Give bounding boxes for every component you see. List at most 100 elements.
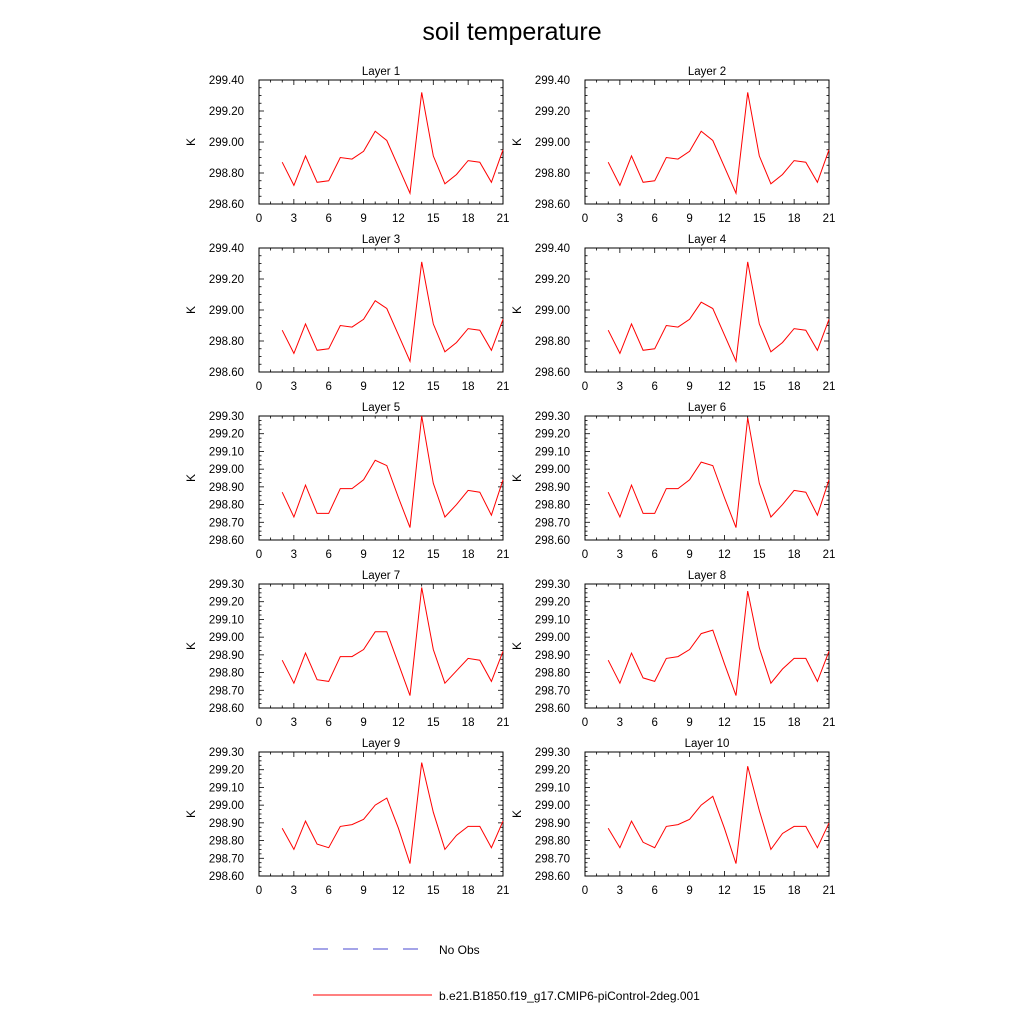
y-tick-label: 299.00 [209, 305, 244, 317]
x-tick-label: 15 [427, 381, 440, 393]
x-tick-label: 0 [582, 549, 588, 561]
series-line-model [607, 766, 830, 864]
y-tick-label: 298.60 [209, 199, 244, 211]
y-tick-label: 298.70 [535, 517, 570, 529]
y-tick-label: 299.10 [209, 782, 244, 794]
y-tick-label: 298.80 [209, 336, 244, 348]
x-tick-label: 9 [686, 549, 692, 561]
y-tick-label: 298.60 [209, 535, 244, 547]
y-tick-label: 298.90 [209, 818, 244, 830]
y-tick-label: 299.20 [535, 106, 570, 118]
y-tick-label: 298.70 [535, 685, 570, 697]
x-tick-label: 21 [823, 213, 836, 225]
panel-layer-5: Layer 5 K 0 3 6 9 12 15 18 21 298.60 298.70 298.80 29… [184, 402, 509, 561]
series-line-model [281, 92, 504, 196]
panel-title: Layer 4 [688, 234, 727, 246]
x-tick-label: 9 [686, 717, 692, 729]
y-tick-label: 299.20 [535, 429, 570, 441]
y-tick-label: 298.80 [535, 336, 570, 348]
x-tick-label: 9 [360, 549, 366, 561]
y-tick-label: 298.60 [535, 535, 570, 547]
panel-layer-2: Layer 2 K 0 3 6 9 12 15 18 21 298.60 298.80 299.00 29… [510, 66, 835, 225]
plot-frame [584, 79, 830, 205]
x-tick-label: 12 [718, 213, 731, 225]
x-tick-label: 3 [617, 381, 623, 393]
panel-layer-8: Layer 8 K 0 3 6 9 12 15 18 21 298.60 298.70 298.80 29… [510, 570, 835, 729]
series-line-model [607, 417, 830, 528]
y-tick-label: 299.00 [209, 800, 244, 812]
y-tick-label: 299.30 [535, 747, 570, 759]
y-axis-label: K [184, 138, 198, 146]
x-tick-label: 3 [617, 885, 623, 897]
y-axis-label: K [510, 810, 524, 818]
x-tick-label: 18 [788, 213, 801, 225]
y-tick-label: 299.00 [535, 464, 570, 476]
y-tick-label: 298.90 [209, 482, 244, 494]
y-axis-label: K [510, 474, 524, 482]
x-tick-label: 18 [462, 885, 475, 897]
y-axis-label: K [184, 474, 198, 482]
x-tick-label: 6 [652, 381, 658, 393]
y-tick-label: 299.20 [209, 765, 244, 777]
y-tick-label: 298.80 [535, 836, 570, 848]
y-axis-label: K [510, 642, 524, 650]
x-tick-label: 6 [326, 549, 332, 561]
x-tick-label: 0 [582, 213, 588, 225]
x-tick-label: 6 [326, 717, 332, 729]
y-tick-label: 299.10 [209, 614, 244, 626]
x-tick-label: 12 [392, 213, 405, 225]
x-tick-label: 18 [462, 717, 475, 729]
x-tick-label: 6 [326, 213, 332, 225]
y-tick-label: 299.10 [535, 446, 570, 458]
series-line-model [281, 762, 504, 864]
panel-layer-1: Layer 1 K 0 3 6 9 12 15 18 21 298.60 298.80 299.00 29… [184, 66, 509, 225]
y-tick-label: 299.00 [535, 305, 570, 317]
x-tick-label: 6 [652, 717, 658, 729]
series-line-model [281, 261, 504, 364]
y-tick-label: 298.60 [535, 871, 570, 883]
x-tick-label: 15 [427, 213, 440, 225]
x-tick-label: 18 [788, 885, 801, 897]
x-tick-label: 18 [462, 381, 475, 393]
chart-title: soil temperature [422, 18, 601, 46]
y-tick-label: 299.00 [209, 632, 244, 644]
y-tick-label: 298.60 [535, 703, 570, 715]
y-tick-label: 299.10 [535, 614, 570, 626]
plot-frame [258, 415, 504, 541]
panel-title: Layer 7 [362, 570, 400, 582]
x-tick-label: 3 [617, 549, 623, 561]
x-tick-label: 3 [617, 717, 623, 729]
x-tick-label: 6 [652, 885, 658, 897]
x-tick-label: 21 [823, 717, 836, 729]
y-axis-label: K [184, 810, 198, 818]
y-tick-label: 299.00 [209, 137, 244, 149]
y-tick-label: 298.60 [535, 199, 570, 211]
x-tick-label: 6 [652, 549, 658, 561]
y-tick-label: 298.80 [209, 668, 244, 680]
panel-title: Layer 3 [362, 234, 400, 246]
x-tick-label: 12 [392, 381, 405, 393]
y-tick-label: 299.20 [535, 597, 570, 609]
x-tick-label: 0 [582, 381, 588, 393]
y-tick-label: 299.40 [209, 243, 244, 255]
x-tick-label: 6 [326, 885, 332, 897]
panel-layer-7: Layer 7 K 0 3 6 9 12 15 18 21 298.60 298.70 298.80 29… [184, 570, 509, 729]
y-tick-label: 298.60 [209, 703, 244, 715]
y-tick-label: 298.60 [535, 367, 570, 379]
x-tick-label: 15 [753, 885, 766, 897]
y-tick-label: 298.60 [209, 367, 244, 379]
plot-frame [258, 583, 504, 709]
plot-frame [584, 583, 830, 709]
y-tick-label: 299.00 [535, 800, 570, 812]
x-tick-label: 0 [582, 717, 588, 729]
series-line-model [281, 587, 504, 696]
panel-title: Layer 9 [362, 738, 400, 750]
y-tick-label: 298.90 [535, 482, 570, 494]
x-tick-label: 0 [256, 213, 262, 225]
y-tick-label: 299.20 [535, 274, 570, 286]
y-tick-label: 298.70 [209, 685, 244, 697]
y-tick-label: 298.90 [535, 818, 570, 830]
x-tick-label: 18 [462, 549, 475, 561]
x-tick-label: 12 [718, 549, 731, 561]
y-tick-label: 299.20 [209, 106, 244, 118]
